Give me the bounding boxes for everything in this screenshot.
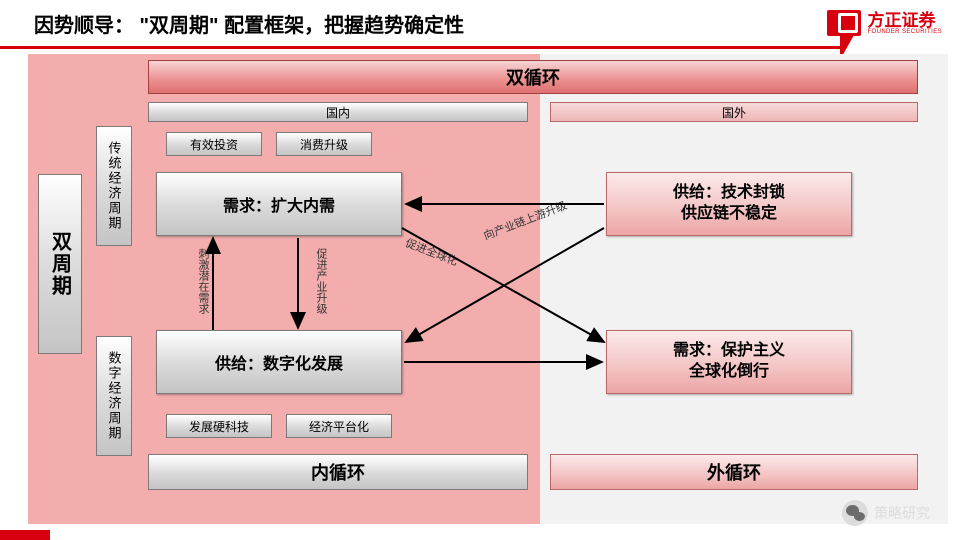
logo-mark-icon bbox=[827, 10, 861, 36]
edge-label-upgrade: 促进产业升级 bbox=[313, 248, 329, 314]
foreign-demand-box: 需求：保护主义 全球化倒行 bbox=[606, 330, 852, 394]
effective-investment-tag: 有效投资 bbox=[166, 132, 262, 156]
page-title: 因势顺导： "双周期" 配置框架，把握趋势确定性 bbox=[34, 9, 464, 38]
dual-circulation-header: 双循环 bbox=[148, 60, 918, 94]
logo-en: FOUNDER SECURITIES bbox=[867, 29, 942, 35]
foreign-supply-box: 供给：技术封锁 供应链不稳定 bbox=[606, 172, 852, 236]
foreign-supply-l1: 供给：技术封锁 bbox=[673, 183, 785, 204]
consumption-upgrade-tag: 消费升级 bbox=[276, 132, 372, 156]
wechat-icon bbox=[842, 500, 868, 526]
domestic-supply-box: 供给：数字化发展 bbox=[156, 330, 402, 394]
footer-accent bbox=[0, 530, 50, 540]
econ-platform-tag: 经济平台化 bbox=[286, 414, 392, 438]
inner-circulation-box: 内循环 bbox=[148, 454, 528, 490]
digi-cycle-box: 数字经济周期 bbox=[96, 336, 132, 456]
foreign-supply-l2: 供应链不稳定 bbox=[681, 204, 777, 225]
foreign-demand-l2: 全球化倒行 bbox=[689, 362, 769, 383]
edge-label-stim: 刺激潜在需求 bbox=[195, 248, 211, 314]
header-divider bbox=[0, 46, 840, 49]
dual-cycle-column: 双周期 bbox=[38, 174, 82, 354]
footer-badge: 策略研究 bbox=[842, 500, 930, 526]
domestic-header: 国内 bbox=[148, 102, 528, 122]
diagram-canvas: 双周期 传统经济周期 数字经济周期 双循环 国内 国外 有效投资 消费升级 需求… bbox=[28, 54, 948, 524]
outer-circulation-box: 外循环 bbox=[550, 454, 918, 490]
trad-cycle-box: 传统经济周期 bbox=[96, 126, 132, 246]
foreign-demand-l1: 需求：保护主义 bbox=[673, 341, 785, 362]
foreign-header: 国外 bbox=[550, 102, 918, 122]
footer-text: 策略研究 bbox=[874, 503, 930, 523]
domestic-demand-box: 需求：扩大内需 bbox=[156, 172, 402, 236]
dev-hardtech-tag: 发展硬科技 bbox=[166, 414, 272, 438]
brand-logo: 方正证券 FOUNDER SECURITIES bbox=[827, 10, 942, 36]
logo-cn: 方正证券 bbox=[867, 12, 942, 29]
